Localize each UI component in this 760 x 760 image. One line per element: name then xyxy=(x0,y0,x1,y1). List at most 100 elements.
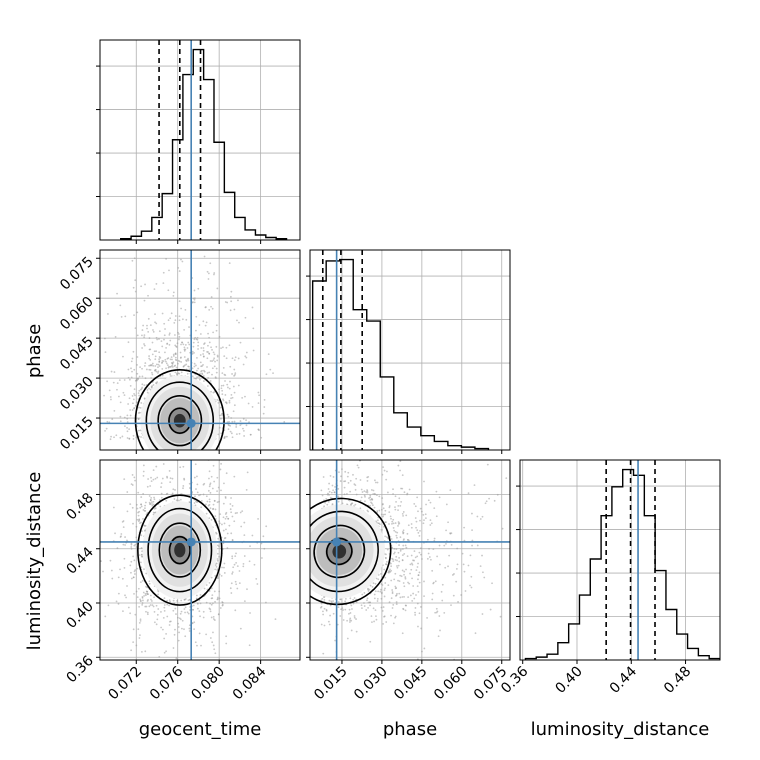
scatter-point xyxy=(193,621,196,624)
scatter-point xyxy=(153,596,155,599)
scatter-point xyxy=(196,475,198,478)
scatter-point xyxy=(209,637,212,639)
scatter-point xyxy=(200,506,203,509)
scatter-point xyxy=(385,521,387,524)
scatter-point xyxy=(226,413,229,416)
scatter-point xyxy=(124,594,126,597)
scatter-point xyxy=(151,362,154,365)
scatter-point xyxy=(183,598,186,601)
scatter-point xyxy=(379,573,382,575)
scatter-point xyxy=(378,495,381,498)
scatter-point xyxy=(196,602,199,605)
contour-line-3 xyxy=(134,368,225,450)
scatter-point xyxy=(207,272,210,275)
scatter-point xyxy=(104,429,106,432)
scatter-point xyxy=(241,510,244,513)
scatter-point xyxy=(209,483,211,486)
scatter-point xyxy=(373,492,376,495)
x-tick-label-phase: 0.045 xyxy=(391,664,431,704)
scatter-point xyxy=(148,364,151,367)
scatter-point xyxy=(216,490,218,493)
scatter-point xyxy=(193,351,195,354)
scatter-point xyxy=(159,505,162,508)
scatter-point xyxy=(158,360,161,363)
scatter-point xyxy=(123,394,126,397)
scatter-point xyxy=(231,555,234,558)
scatter-point xyxy=(245,488,248,491)
scatter-point xyxy=(182,487,184,490)
x-tick-label-phase: 0.060 xyxy=(431,664,471,704)
scatter-point xyxy=(233,520,236,523)
scatter-point xyxy=(245,356,248,359)
scatter-point xyxy=(384,513,386,516)
scatter-point xyxy=(234,512,237,515)
scatter-point xyxy=(131,259,134,262)
scatter-point xyxy=(367,590,370,592)
scatter-point xyxy=(225,511,228,514)
scatter-point xyxy=(211,367,214,370)
scatter-point xyxy=(218,555,220,558)
scatter-point xyxy=(371,621,373,624)
scatter-point xyxy=(437,635,440,638)
scatter-point xyxy=(392,518,395,521)
scatter-point xyxy=(152,329,154,331)
scatter-point xyxy=(214,508,217,511)
scatter-point xyxy=(137,392,140,394)
scatter-point xyxy=(445,542,447,545)
scatter-point xyxy=(184,348,187,351)
scatter-point xyxy=(145,585,147,588)
scatter-point xyxy=(166,357,169,360)
scatter-point xyxy=(174,356,177,359)
scatter-point xyxy=(138,605,141,608)
scatter-point xyxy=(213,273,215,276)
x-tick-label-phase: 0.015 xyxy=(311,664,351,704)
scatter-point xyxy=(399,536,402,539)
scatter-point xyxy=(228,387,231,390)
scatter-point xyxy=(216,596,219,599)
scatter-point xyxy=(233,420,236,423)
scatter-point xyxy=(395,534,398,537)
scatter-point xyxy=(233,563,236,566)
scatter-point xyxy=(220,387,223,390)
scatter-point xyxy=(155,363,158,366)
scatter-point xyxy=(237,357,240,360)
scatter-point xyxy=(147,330,150,333)
scatter-point xyxy=(121,577,124,580)
scatter-point xyxy=(229,508,232,511)
scatter-point xyxy=(415,526,417,529)
scatter-point xyxy=(222,399,225,402)
scatter-point xyxy=(402,544,405,547)
scatter-point xyxy=(136,334,139,337)
scatter-point xyxy=(384,587,386,590)
y-tick-label-luminosity_distance: 0.36 xyxy=(63,653,96,686)
scatter-point xyxy=(150,377,153,379)
scatter-point xyxy=(152,330,155,333)
scatter-point xyxy=(236,319,238,322)
scatter-point xyxy=(137,587,140,590)
scatter-point xyxy=(242,363,245,366)
scatter-point xyxy=(128,397,131,400)
scatter-point xyxy=(355,618,357,620)
scatter-point xyxy=(150,496,153,499)
scatter-point xyxy=(137,445,139,447)
scatter-point xyxy=(123,566,126,569)
scatter-point xyxy=(216,559,219,562)
scatter-point xyxy=(126,539,128,542)
scatter-point xyxy=(193,338,196,341)
scatter-point xyxy=(132,350,135,353)
scatter-point xyxy=(323,505,326,508)
scatter-point xyxy=(399,574,402,577)
scatter-point xyxy=(163,597,166,600)
scatter-point xyxy=(375,618,378,621)
scatter-point xyxy=(431,592,434,595)
scatter-point xyxy=(380,591,383,594)
scatter-point xyxy=(262,535,265,538)
scatter-point xyxy=(215,345,218,348)
scatter-point xyxy=(194,641,197,644)
scatter-point xyxy=(364,495,366,498)
scatter-point xyxy=(155,453,157,455)
scatter-point xyxy=(219,414,222,417)
scatter-point xyxy=(157,370,160,373)
scatter-point xyxy=(463,526,466,529)
scatter-point xyxy=(398,592,401,595)
